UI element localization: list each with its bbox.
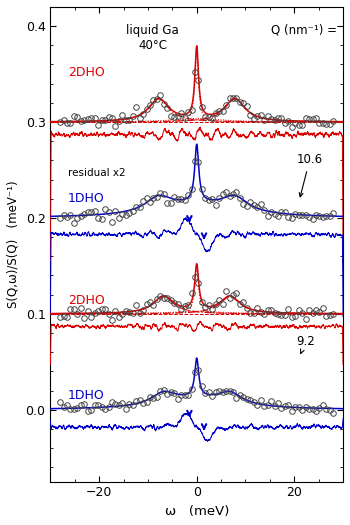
Text: 2DHO: 2DHO <box>68 294 105 307</box>
Y-axis label: S(Q,ω)/S(Q)   (meV⁻¹): S(Q,ω)/S(Q) (meV⁻¹) <box>7 181 20 308</box>
Text: Q (nm⁻¹) =: Q (nm⁻¹) = <box>271 24 337 37</box>
Text: liquid Ga
40°C: liquid Ga 40°C <box>126 24 179 51</box>
Text: 10.6: 10.6 <box>297 153 323 197</box>
X-axis label: ω   (meV): ω (meV) <box>164 505 229 518</box>
Text: 9.2: 9.2 <box>297 334 315 353</box>
Text: 2DHO: 2DHO <box>68 66 105 79</box>
Text: 1DHO: 1DHO <box>68 192 105 205</box>
Text: residual x2: residual x2 <box>68 169 126 178</box>
Text: 1DHO: 1DHO <box>68 389 105 402</box>
